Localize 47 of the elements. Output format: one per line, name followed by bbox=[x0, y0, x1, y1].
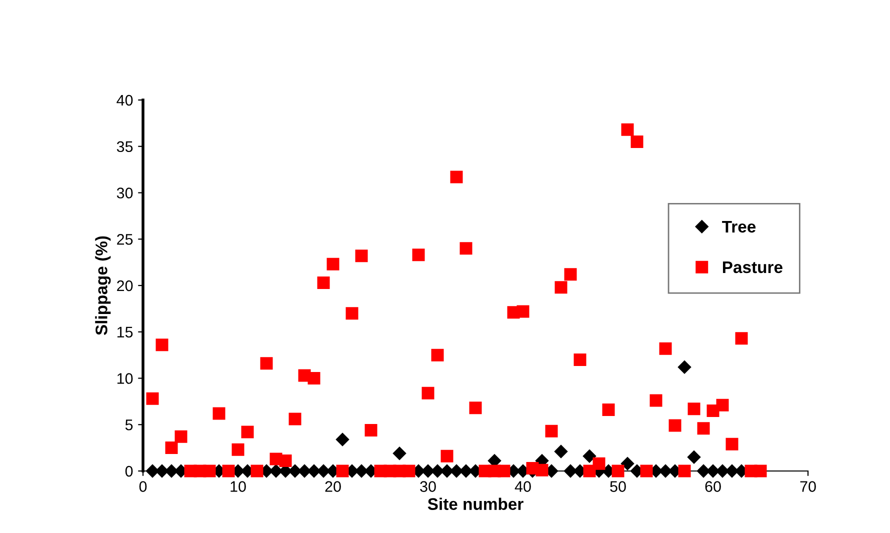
x-tick-label: 40 bbox=[514, 481, 531, 492]
point bbox=[582, 450, 596, 463]
y-tick-label: 15 bbox=[117, 326, 133, 338]
point bbox=[354, 464, 368, 478]
y-axis-title: Slippage (%) bbox=[95, 236, 111, 336]
point bbox=[155, 464, 169, 478]
y-tick-label: 20 bbox=[117, 280, 133, 292]
y-tick-label: 25 bbox=[117, 234, 133, 245]
x-tick-label: 20 bbox=[325, 481, 341, 492]
x-tick-label: 60 bbox=[705, 481, 721, 492]
point bbox=[696, 464, 710, 478]
point bbox=[392, 446, 406, 460]
point bbox=[450, 464, 464, 478]
point bbox=[298, 464, 312, 478]
y-tick-label: 35 bbox=[116, 141, 133, 152]
point bbox=[554, 444, 568, 458]
point bbox=[687, 450, 701, 464]
y-tick-label: 40 bbox=[116, 94, 133, 106]
y-tick-label: 10 bbox=[117, 373, 133, 384]
x-tick-label: 10 bbox=[230, 481, 246, 492]
point bbox=[658, 464, 672, 478]
point bbox=[620, 456, 634, 470]
x-tick-label: 50 bbox=[610, 481, 626, 492]
point bbox=[459, 464, 473, 478]
point bbox=[288, 464, 302, 478]
y-tick-label: 30 bbox=[116, 188, 133, 198]
point bbox=[164, 464, 178, 478]
x-tick-label: 0 bbox=[139, 481, 147, 492]
legend-label: Tree bbox=[722, 220, 756, 233]
legend-label: Pasture bbox=[722, 262, 782, 274]
point bbox=[421, 464, 435, 478]
y-tick-label: 0 bbox=[125, 466, 133, 477]
point bbox=[316, 464, 330, 478]
point bbox=[430, 464, 444, 478]
point bbox=[706, 464, 720, 478]
x-tick-label: 70 bbox=[800, 481, 816, 492]
x-axis-title: Site number bbox=[428, 498, 524, 510]
y-tick-label: 5 bbox=[125, 420, 133, 430]
point bbox=[336, 432, 350, 446]
point bbox=[678, 360, 692, 374]
point bbox=[716, 464, 730, 478]
point bbox=[440, 464, 454, 478]
point bbox=[725, 464, 739, 478]
point bbox=[307, 464, 321, 478]
point bbox=[564, 464, 578, 478]
x-tick-label: 30 bbox=[420, 481, 436, 492]
point bbox=[146, 464, 160, 478]
